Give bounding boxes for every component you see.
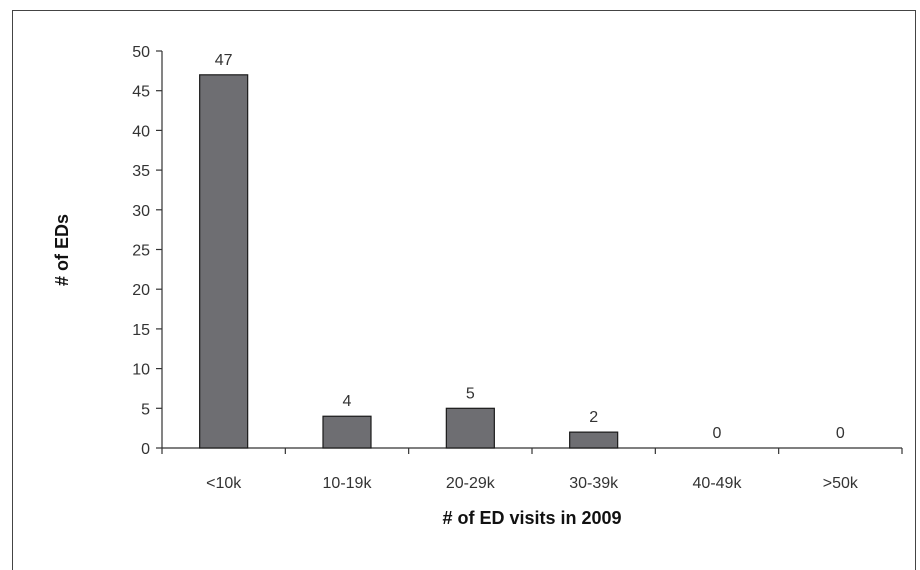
x-tick-label: 40-49k	[693, 475, 743, 492]
x-tick-label: 10-19k	[323, 475, 373, 492]
bar	[199, 74, 249, 449]
y-tick-label: 40	[132, 123, 150, 140]
bar-value-label: 4	[343, 393, 352, 410]
y-tick-label: 20	[132, 282, 150, 299]
y-tick-label: 35	[132, 163, 150, 180]
x-axis-title: # of ED visits in 2009	[442, 508, 621, 528]
y-axis-title: # of EDs	[52, 214, 72, 286]
y-tick-label: 25	[132, 243, 150, 260]
y-tick-label: 45	[132, 84, 150, 101]
y-tick-label: 15	[132, 322, 150, 339]
y-tick-label: 10	[132, 362, 150, 379]
x-tick-label: 20-29k	[446, 475, 496, 492]
bar-value-label: 0	[713, 425, 722, 442]
bar-value-label: 5	[466, 385, 475, 402]
bars	[199, 74, 619, 449]
x-tick-label: <10k	[206, 475, 242, 492]
chart-frame	[12, 10, 916, 570]
bar	[322, 415, 372, 449]
bar-value-label: 0	[836, 425, 845, 442]
x-axis-ticks: <10k 10-19k 20-29k 30-39k 40-49k >50k	[161, 448, 903, 492]
y-tick-label: 50	[132, 44, 150, 61]
x-tick-label: >50k	[823, 475, 859, 492]
data-labels: 47 4 5 2 0 0	[215, 52, 845, 442]
y-tick-label: 5	[141, 401, 150, 418]
bar	[445, 407, 495, 449]
bar-value-label: 47	[215, 52, 233, 69]
bar-value-label: 2	[589, 409, 598, 426]
y-tick-label: 30	[132, 203, 150, 220]
axes	[161, 51, 902, 449]
bar	[569, 431, 619, 449]
y-axis-ticks: 0 5 10 15 20 25 30 35 40 45 50	[132, 44, 162, 458]
x-tick-label: 30-39k	[569, 475, 619, 492]
y-tick-label: 0	[141, 441, 150, 458]
